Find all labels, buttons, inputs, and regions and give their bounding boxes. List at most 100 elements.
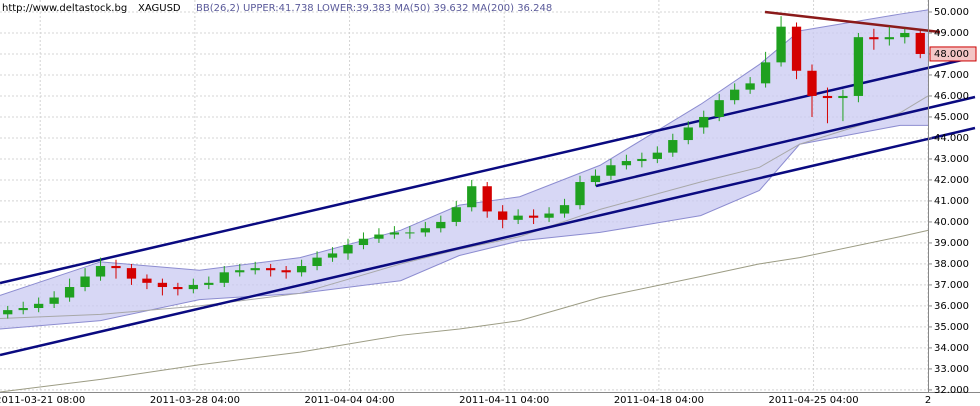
candle-body	[374, 234, 384, 239]
y-tick-label: 43.000	[934, 154, 969, 165]
candle-body	[482, 186, 492, 212]
candle-body	[853, 37, 864, 96]
labels: 32.000 33.000 34.000 35.000 36.000 37.000 38.0…	[0, 7, 977, 406]
candle-body	[436, 221, 446, 229]
trend-line	[0, 126, 976, 357]
candle-body	[838, 95, 848, 99]
candle-body	[188, 284, 198, 290]
candle-body	[652, 152, 662, 159]
y-tick-label: 41.000	[934, 196, 969, 207]
candle-body	[266, 268, 276, 271]
x-tick-label: 2011-04-04 04:00	[304, 395, 394, 406]
y-tick-label: 50.000	[934, 7, 969, 18]
candle-body	[173, 287, 183, 290]
candle-body	[64, 287, 75, 298]
candle-body	[296, 266, 307, 273]
candle-body	[730, 89, 740, 101]
candle-body	[621, 161, 632, 166]
x-tick-label: 2011-04-11 04:00	[459, 395, 549, 406]
y-tick-label: 33.000	[934, 364, 969, 375]
last-price-box	[929, 46, 977, 62]
candle-body	[590, 175, 601, 183]
x-tick-label: 2011-03-28 04:00	[150, 395, 240, 406]
y-tick-label: 45.000	[934, 112, 969, 123]
candle-body	[683, 127, 693, 141]
candle-body	[80, 276, 90, 288]
candle-body	[791, 26, 802, 71]
y-tick-label: 44.000	[934, 133, 969, 144]
y-tick-label: 35.000	[934, 322, 969, 333]
candles	[3, 16, 925, 319]
candle-body	[157, 282, 168, 288]
candle-body	[49, 297, 59, 304]
candle-body	[219, 272, 229, 283]
symbol: XAGUSD	[138, 3, 181, 14]
candle-body	[281, 270, 291, 273]
candle-body	[142, 278, 152, 283]
candle-body	[467, 186, 477, 208]
candle-body	[606, 165, 616, 176]
candle-body	[451, 207, 461, 222]
subtitle: BB(26,2) UPPER:41.738 LOWER:39.383 MA(50…	[196, 3, 552, 14]
candle-body	[869, 37, 879, 40]
y-tick-label: 32.000	[934, 385, 969, 396]
candle-body	[544, 213, 554, 218]
bollinger-band	[0, 9, 928, 330]
candle-body	[420, 228, 430, 233]
candle-body	[498, 211, 508, 220]
candle-body	[575, 182, 585, 206]
candle-body	[699, 116, 709, 128]
source: http://www.deltastock.bg	[2, 3, 127, 14]
overlays	[0, 9, 929, 393]
candle-body	[358, 238, 369, 246]
candle-body	[343, 245, 353, 254]
y-tick-label: 49.000	[934, 28, 969, 39]
candle-body	[559, 205, 570, 214]
candle-body	[126, 268, 137, 279]
y-tick-label: 40.000	[934, 217, 969, 228]
last-price-label: 48.000	[934, 49, 969, 60]
candle-body	[34, 303, 44, 309]
candle-body	[3, 310, 13, 315]
candle-body	[807, 70, 817, 96]
x-tick-label: 2011-03-21 08:00	[0, 395, 85, 406]
candle-body	[235, 270, 245, 273]
x-tick-label: 2011-04-25 04:00	[768, 395, 858, 406]
candle-body	[513, 215, 523, 220]
candle-body	[745, 83, 755, 90]
x-tick-label: 2	[925, 395, 931, 406]
candle-body	[250, 268, 260, 271]
y-tick-label: 47.000	[934, 70, 969, 81]
candle-body	[95, 266, 106, 277]
candle-body	[204, 282, 214, 285]
candle-body	[637, 158, 647, 162]
candle-body	[776, 26, 786, 63]
ma50-line	[0, 95, 929, 320]
candle-body	[528, 215, 539, 218]
y-tick-label: 37.000	[934, 280, 969, 291]
y-tick-label: 36.000	[934, 301, 969, 312]
x-tick-label: 2011-04-18 04:00	[614, 395, 704, 406]
ma200-line	[0, 229, 929, 393]
y-tick-label: 38.000	[934, 259, 969, 270]
candle-body	[312, 257, 322, 267]
y-tick-label: 34.000	[934, 343, 969, 354]
candle-body	[822, 95, 833, 99]
candle-body	[900, 32, 910, 38]
trend-line	[764, 10, 941, 34]
candle-body	[915, 32, 925, 54]
candle-body	[18, 308, 28, 311]
trend-line	[595, 95, 976, 188]
y-tick-label: 39.000	[934, 238, 969, 249]
candle-body	[760, 62, 771, 84]
candle-body	[389, 232, 400, 235]
candle-body	[327, 253, 338, 258]
candle-body	[405, 232, 415, 234]
candle-body	[668, 140, 678, 153]
candle-body	[884, 37, 894, 40]
candle-body	[714, 100, 724, 117]
y-tick-label: 46.000	[934, 91, 969, 102]
candle-body	[111, 266, 121, 269]
y-tick-label: 42.000	[934, 175, 969, 186]
